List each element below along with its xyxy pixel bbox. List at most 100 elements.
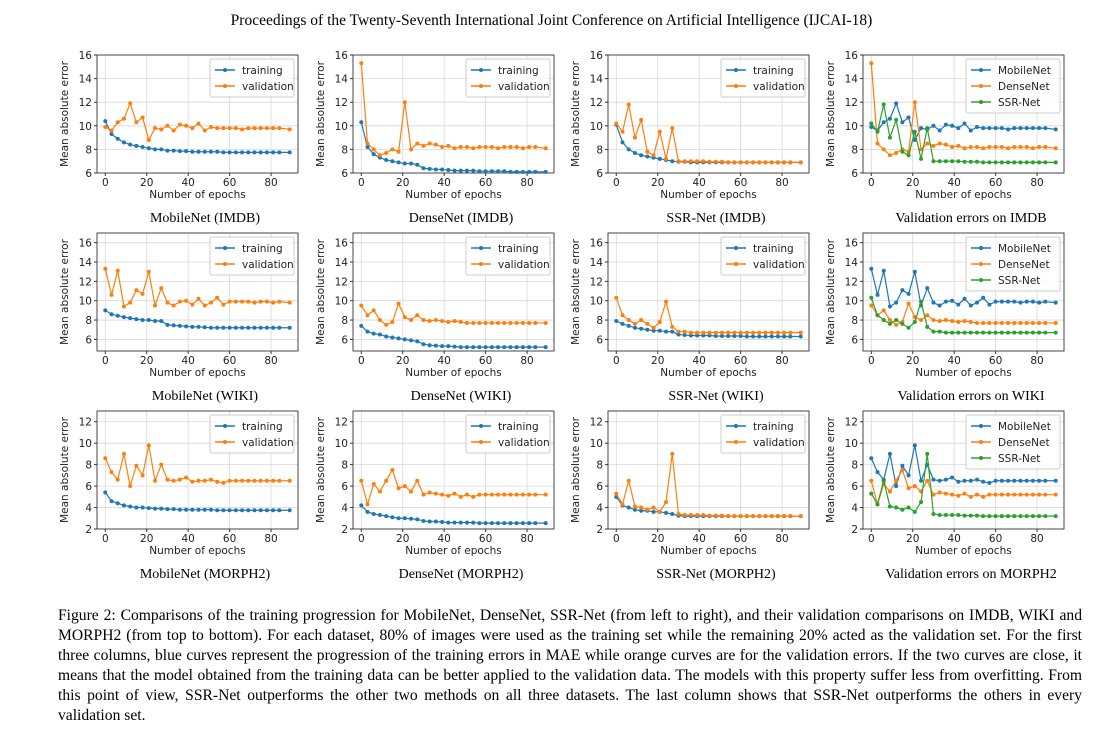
chart-svg: 0 20 40 60 80 2 4 6 8 10 12 Number of epochs Mean ab… [825, 410, 1065, 557]
y-tick-label: 6 [341, 334, 348, 346]
data-point [508, 169, 513, 174]
data-point [695, 330, 700, 335]
data-point [533, 345, 538, 350]
y-tick-label: 16 [845, 238, 859, 250]
data-point [227, 150, 232, 155]
data-point [433, 519, 438, 524]
data-point [287, 300, 292, 305]
data-point [707, 333, 712, 338]
data-point [533, 521, 538, 526]
data-point [925, 286, 930, 291]
chart-svg: 0 20 40 60 80 6 8 10 12 14 16 Number of epochs Mean … [570, 232, 810, 379]
y-axis-label: Mean absolute error [59, 416, 71, 523]
data-point [645, 154, 650, 159]
data-point [695, 333, 700, 338]
data-point [626, 323, 631, 328]
data-point [520, 146, 525, 151]
data-point [427, 141, 432, 146]
data-point [925, 451, 930, 456]
data-point [919, 478, 924, 483]
data-point [919, 147, 924, 152]
subfigure-caption: DenseNet (MORPH2) [398, 567, 524, 582]
data-point [974, 300, 979, 305]
data-point [987, 514, 992, 519]
data-point [962, 121, 967, 126]
legend-label: DenseNet [998, 81, 1050, 93]
data-point [632, 507, 637, 512]
data-point [227, 299, 232, 304]
data-point [1006, 492, 1011, 497]
data-point [258, 126, 263, 131]
y-tick-label: 10 [335, 121, 348, 133]
data-point [950, 123, 955, 128]
data-point [287, 325, 292, 330]
data-point [396, 160, 401, 165]
data-point [140, 115, 145, 120]
data-point [670, 511, 675, 516]
data-point [664, 329, 669, 334]
data-point [875, 313, 880, 318]
y-tick-label: 10 [845, 121, 858, 133]
data-point [533, 492, 538, 497]
data-point [682, 513, 687, 518]
legend-marker [734, 424, 738, 428]
data-point [981, 146, 986, 151]
data-point [458, 145, 463, 150]
data-point [177, 477, 182, 482]
data-point [906, 291, 911, 296]
data-point [956, 493, 961, 498]
data-point [639, 153, 644, 158]
data-point [763, 160, 768, 165]
data-point [446, 520, 451, 525]
y-tick-label: 16 [590, 50, 604, 62]
data-point [869, 491, 874, 496]
data-point [1037, 145, 1042, 150]
x-tick-label: 20 [906, 177, 919, 189]
data-point [264, 508, 269, 513]
legend-marker [979, 84, 983, 88]
data-point [906, 153, 911, 158]
data-point [489, 521, 494, 526]
data-point [115, 501, 120, 506]
x-tick-label: 60 [989, 533, 1002, 545]
data-point [446, 493, 451, 498]
data-point [196, 149, 201, 154]
data-point [433, 318, 438, 323]
data-point [489, 345, 494, 350]
x-tick-label: 20 [140, 533, 153, 545]
x-axis-label: Number of epochs [660, 367, 756, 379]
data-point [900, 149, 905, 154]
data-point [968, 494, 973, 499]
data-point [415, 478, 420, 483]
data-point [943, 299, 948, 304]
legend-label: training [242, 65, 283, 77]
series-line-validation [104, 101, 290, 142]
plot-frame [862, 232, 1065, 352]
data-point [1024, 299, 1029, 304]
data-point [184, 475, 189, 480]
x-tick-label: 80 [775, 355, 788, 367]
data-point [221, 302, 226, 307]
data-point [402, 337, 407, 342]
data-point [396, 149, 401, 154]
data-point [887, 451, 892, 456]
data-point [502, 320, 507, 325]
data-point [489, 169, 494, 174]
data-point [881, 318, 886, 323]
data-point [1037, 320, 1042, 325]
data-point [906, 325, 911, 330]
plot-frame [352, 232, 555, 352]
chart-1: 0 20 40 60 80 6 8 10 12 14 16 Number of epochs Mean … [52, 48, 308, 226]
y-tick-label: 12 [335, 417, 348, 429]
data-point [402, 516, 407, 521]
data-point [788, 514, 793, 519]
data-point [264, 478, 269, 483]
data-point [402, 484, 407, 489]
y-tick-label: 14 [845, 74, 859, 86]
legend-label: SSR-Net [998, 275, 1040, 287]
data-point [763, 330, 768, 335]
data-point [974, 145, 979, 150]
data-point [1006, 330, 1011, 335]
data-point [738, 330, 743, 335]
data-point [390, 319, 395, 324]
